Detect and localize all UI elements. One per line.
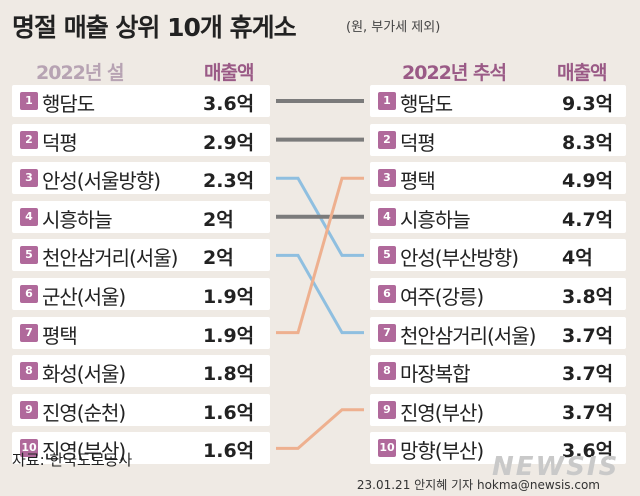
- sales-value: 2.9억: [203, 131, 255, 154]
- rest-area-name: 군산(서울): [42, 285, 126, 309]
- rank-badge: 1: [20, 92, 38, 110]
- rank-badge: 9: [20, 400, 38, 419]
- left-row-2: 2 덕평 2.9억: [12, 123, 270, 156]
- link-down-4: [276, 253, 364, 335]
- rest-area-name: 화성(서울): [42, 362, 126, 387]
- credit-line: 23.01.21 안지혜 기자 hokma@newsis.com: [356, 478, 600, 492]
- right-row-6: 6 여주(강릉) 3.8억: [370, 278, 626, 310]
- rest-area-name: 덕평: [400, 130, 436, 155]
- rank-badge: 10: [378, 439, 396, 458]
- right-row-1: 1 행담도 9.3억: [370, 85, 626, 117]
- sales-value: 9.3억: [562, 93, 614, 115]
- link-up-6: [276, 408, 364, 450]
- right-row-9: 9 진영(부산) 3.7억: [370, 393, 626, 426]
- left-header: 2022년 설: [36, 62, 124, 84]
- right-row-5: 5 안성(부산방향) 4억: [370, 239, 626, 272]
- rest-area-name: 천안삼거리(서울): [400, 323, 536, 348]
- right-value-header: 매출액: [557, 62, 607, 84]
- left-row-8: 8 화성(서울) 1.8억: [12, 355, 270, 388]
- rest-area-name: 천안삼거리(서울): [42, 246, 178, 271]
- rank-badge: 5: [20, 246, 38, 265]
- rank-badge: 8: [378, 362, 396, 381]
- left-row-1: 1 행담도 3.6억: [12, 85, 270, 117]
- rank-badge: 6: [378, 285, 396, 303]
- rest-area-name: 진영(부산): [400, 400, 484, 425]
- right-row-8: 8 마장복합 3.7억: [370, 355, 626, 388]
- right-row-7: 7 천안삼거리(서울) 3.7억: [370, 316, 626, 349]
- rank-badge: 10: [20, 439, 38, 458]
- left-row-9: 9 진영(순천) 1.6억: [12, 393, 270, 426]
- left-row-7: 7 평택 1.9억: [12, 316, 270, 349]
- rank-badge: 2: [20, 130, 38, 149]
- left-row-6: 6 군산(서울) 1.9억: [12, 278, 270, 310]
- rank-badge: 3: [20, 169, 38, 188]
- rank-badge: 8: [20, 362, 38, 381]
- sales-value: 1.6억: [203, 401, 255, 424]
- sales-value: 3.6억: [203, 93, 255, 115]
- rest-area-name: 평택: [42, 323, 78, 348]
- right-row-10: 10 망향(부산) 3.6억: [370, 432, 626, 465]
- rest-area-name: 안성(부산방향): [400, 246, 519, 271]
- link-up-5: [276, 176, 364, 335]
- sales-value: 2.3억: [203, 170, 255, 193]
- left-row-10: 10 진영(부산) 1.6억: [12, 432, 270, 465]
- sales-value: 3.8억: [562, 286, 614, 308]
- right-row-4: 4 시흥하늘 4.7억: [370, 200, 626, 233]
- chart-title: 명절 매출 상위 10개 휴게소: [12, 13, 297, 42]
- source-note: 자료: 한국도로공사: [12, 451, 133, 469]
- newsis-logo: NEWSIS: [492, 452, 620, 482]
- rest-area-name: 여주(강릉): [400, 285, 484, 309]
- sales-value: 1.9억: [203, 324, 255, 347]
- rest-area-name: 진영(부산): [42, 439, 126, 464]
- rank-badge: 5: [378, 246, 396, 265]
- rest-area-name: 마장복합: [400, 362, 471, 387]
- right-row-2: 2 덕평 8.3억: [370, 123, 626, 156]
- left-row-3: 3 안성(서울방향) 2.3억: [12, 162, 270, 195]
- right-row-3: 3 평택 4.9억: [370, 162, 626, 195]
- rank-badge: 7: [20, 323, 38, 342]
- left-value-header: 매출액: [204, 62, 254, 84]
- left-row-5: 5 천안삼거리(서울) 2억: [12, 239, 270, 272]
- sales-value: 1.8억: [203, 363, 255, 386]
- sales-value: 4.7억: [562, 208, 614, 231]
- sales-value: 3.7억: [562, 324, 614, 347]
- rank-badge: 4: [378, 207, 396, 226]
- sales-value: 2억: [203, 247, 234, 270]
- sales-value: 4억: [562, 247, 593, 270]
- sales-value: 3.7억: [562, 363, 614, 386]
- rank-badge: 1: [378, 92, 396, 110]
- sales-value: 8.3억: [562, 131, 614, 154]
- sales-value: 2억: [203, 208, 234, 231]
- rest-area-name: 행담도: [42, 92, 95, 116]
- sales-value: 1.9억: [203, 286, 255, 308]
- rest-area-name: 진영(순천): [42, 400, 126, 425]
- sales-value: 4.9억: [562, 170, 614, 193]
- sales-value: 3.6억: [562, 440, 614, 463]
- left-row-4: 4 시흥하늘 2억: [12, 200, 270, 233]
- rest-area-name: 시흥하늘: [42, 207, 113, 232]
- rest-area-name: 덕평: [42, 130, 78, 155]
- rest-area-name: 시흥하늘: [400, 207, 471, 232]
- rank-badge: 2: [378, 130, 396, 149]
- sales-value: 1.6억: [203, 440, 255, 463]
- rest-area-name: 행담도: [400, 92, 453, 116]
- rest-area-name: 안성(서울방향): [42, 169, 161, 194]
- rest-area-name: 망향(부산): [400, 439, 484, 464]
- rank-badge: 6: [20, 285, 38, 303]
- rank-badge: 9: [378, 400, 396, 419]
- sales-value: 3.7억: [562, 401, 614, 424]
- rank-badge: 4: [20, 207, 38, 226]
- right-header: 2022년 추석: [402, 62, 507, 84]
- rank-badge: 3: [378, 169, 396, 188]
- unit-note: (원, 부가세 제외): [346, 20, 441, 35]
- rank-badge: 7: [378, 323, 396, 342]
- rest-area-name: 평택: [400, 169, 436, 194]
